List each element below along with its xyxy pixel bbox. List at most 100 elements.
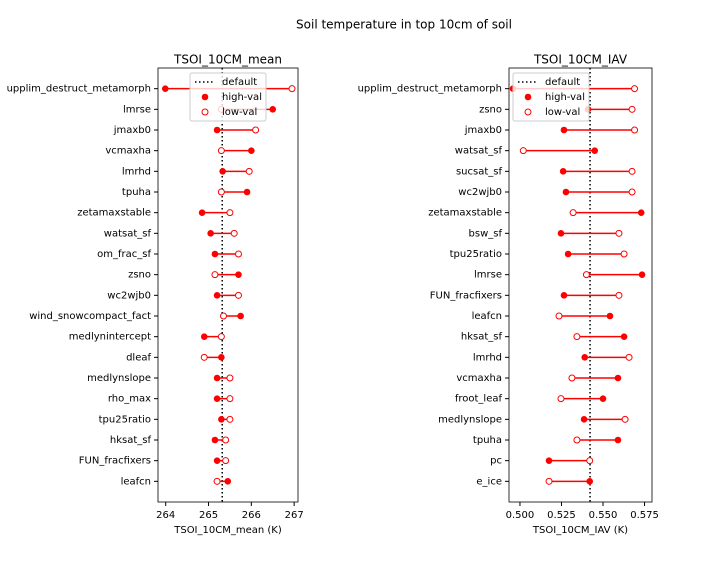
low-marker xyxy=(226,395,234,403)
y-tick-label: watsat_sf xyxy=(104,228,152,239)
low-marker xyxy=(586,457,594,465)
legend-low-swatch xyxy=(524,108,532,116)
high-marker xyxy=(211,250,219,258)
y-tick-label: FUN_fracfixers xyxy=(430,290,502,301)
x-tick-label: 0.575 xyxy=(630,510,659,521)
high-marker xyxy=(557,230,565,237)
legend-low-swatch xyxy=(201,108,209,116)
x-tick-label: 265 xyxy=(199,510,218,521)
axes-frame xyxy=(508,67,653,503)
y-tick-label: watsat_sf xyxy=(455,146,503,157)
y-tick-label: wind_snowcompact_fact xyxy=(29,311,151,322)
legend-label: default xyxy=(222,77,257,88)
high-marker xyxy=(198,209,206,216)
low-marker xyxy=(628,167,636,175)
high-marker xyxy=(637,209,645,216)
y-tick-label: medlynslope xyxy=(438,414,502,425)
figure-title: Soil temperature in top 10cm of soil xyxy=(296,18,512,32)
y-tick-label: vcmaxha xyxy=(105,146,151,157)
legend-box xyxy=(189,72,267,122)
high-marker xyxy=(586,478,594,485)
high-marker xyxy=(599,395,607,402)
low-marker xyxy=(615,291,623,299)
high-marker xyxy=(235,271,242,278)
y-tick-label: tpuha xyxy=(122,187,151,198)
high-marker xyxy=(213,457,221,464)
x-axis-label: TSOI_10CM_IAV (K) xyxy=(532,525,628,536)
y-tick-label: sucsat_sf xyxy=(456,166,503,177)
low-marker xyxy=(620,250,628,258)
x-axis-label: TSOI_10CM_mean (K) xyxy=(173,525,282,536)
y-tick-label: zsno xyxy=(479,104,502,115)
high-marker xyxy=(580,416,588,423)
high-marker xyxy=(219,168,226,175)
high-marker xyxy=(269,106,277,113)
y-tick-label: jmaxb0 xyxy=(113,125,151,136)
low-marker xyxy=(569,209,577,217)
y-tick-label: zetamaxstable xyxy=(77,208,151,219)
high-marker xyxy=(213,292,221,299)
low-marker xyxy=(519,147,527,155)
chart-title: TSOI_10CM_mean xyxy=(173,53,282,67)
legend-label: low-val xyxy=(222,107,257,118)
x-tick-label: 264 xyxy=(156,510,175,521)
low-marker xyxy=(582,271,590,279)
y-tick-label: pc xyxy=(490,456,502,467)
y-tick-label: hksat_sf xyxy=(110,435,152,446)
y-tick-label: leafcn xyxy=(121,476,151,487)
high-marker xyxy=(560,126,568,134)
y-tick-label: lmrse xyxy=(474,270,502,281)
high-marker xyxy=(211,436,219,444)
low-marker xyxy=(573,436,581,444)
high-marker xyxy=(638,271,646,278)
low-marker xyxy=(568,374,576,382)
y-tick-label: froot_leaf xyxy=(455,394,503,405)
y-tick-label: tpuha xyxy=(473,435,502,446)
low-marker xyxy=(213,477,221,485)
y-tick-label: zetamaxstable xyxy=(428,208,502,219)
low-marker xyxy=(211,271,219,279)
x-tick-label: 0.500 xyxy=(506,510,535,521)
low-marker xyxy=(226,209,234,217)
legend-high-swatch xyxy=(201,93,209,101)
legend-label: low-val xyxy=(545,107,580,118)
low-marker xyxy=(222,457,230,465)
low-marker xyxy=(615,229,623,237)
y-tick-label: tpu25ratio xyxy=(99,414,151,425)
low-marker xyxy=(631,126,639,134)
low-marker xyxy=(573,333,581,341)
high-marker xyxy=(213,374,221,382)
high-marker xyxy=(564,250,572,258)
y-tick-label: zsno xyxy=(128,270,151,281)
high-marker xyxy=(581,354,589,361)
high-marker xyxy=(248,147,255,154)
low-marker xyxy=(252,126,260,134)
y-tick-label: lmrhd xyxy=(473,352,502,363)
y-tick-label: dleaf xyxy=(126,352,151,363)
chart-title: TSOI_10CM_IAV xyxy=(533,53,628,67)
legend-label: default xyxy=(545,77,580,88)
y-tick-label: lmrse xyxy=(123,104,151,115)
y-tick-label: wc2wjb0 xyxy=(107,290,151,301)
legend-box xyxy=(512,72,590,122)
x-tick-label: 0.550 xyxy=(589,510,618,521)
y-tick-label: jmaxb0 xyxy=(464,125,502,136)
y-tick-label: FUN_fracfixers xyxy=(79,456,151,467)
low-marker xyxy=(222,436,230,444)
axes-frame xyxy=(157,67,299,503)
high-marker xyxy=(614,436,622,444)
low-marker xyxy=(226,374,234,382)
legend-label: high-val xyxy=(222,92,262,103)
low-marker xyxy=(555,312,563,320)
high-marker xyxy=(560,292,568,299)
x-tick-label: 266 xyxy=(242,510,261,521)
y-tick-label: upplim_destruct_metamorph xyxy=(7,84,151,95)
low-marker xyxy=(557,395,565,403)
high-marker xyxy=(218,416,225,423)
high-marker xyxy=(213,126,221,134)
y-tick-label: hksat_sf xyxy=(461,332,503,343)
y-tick-label: leafcn xyxy=(472,311,502,322)
legend-label: high-val xyxy=(545,92,585,103)
